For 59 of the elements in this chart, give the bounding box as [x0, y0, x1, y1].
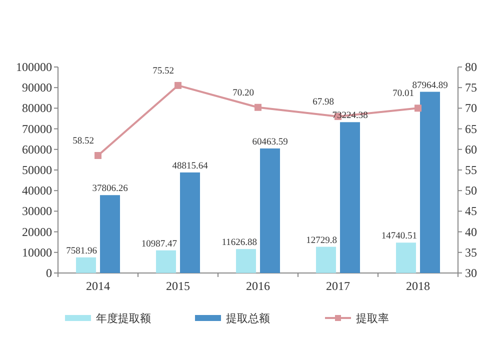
y2-tick-label: 40 [465, 224, 477, 239]
y2-tick-label: 55 [465, 163, 477, 177]
y-tick-label: 50000 [22, 163, 52, 177]
point [254, 104, 262, 111]
x-tick-label: 2017 [326, 279, 350, 293]
y-tick-label: 80000 [22, 101, 52, 116]
y2-tick-label: 65 [465, 122, 477, 136]
y-tick-label: 30000 [22, 204, 52, 218]
x-tick-label: 2018 [406, 279, 430, 293]
y-tick-label: 90000 [22, 80, 52, 95]
data-label: 58.52 [72, 136, 94, 146]
bar [236, 249, 256, 273]
y2-tick-label: 60 [465, 142, 477, 156]
data-label: 11626.88 [222, 238, 258, 248]
bar [260, 148, 280, 273]
point [94, 152, 102, 159]
y-tick-label: 20000 [22, 224, 52, 239]
data-label: 67.98 [312, 98, 334, 108]
bar [156, 250, 176, 273]
data-label: 70.01 [392, 89, 414, 100]
bar [76, 257, 96, 273]
y-tick-label: 10000 [22, 245, 52, 260]
data-label: 60463.59 [252, 137, 288, 148]
y-tick-label: 0 [46, 266, 52, 280]
bar [180, 172, 200, 273]
y2-tick-label: 35 [465, 245, 477, 260]
legend-label: 提取率 [356, 312, 389, 325]
point [174, 82, 182, 89]
y-tick-label: 70000 [22, 122, 52, 136]
x-tick-label: 2015 [166, 279, 190, 293]
legend-label: 提取总额 [226, 312, 270, 325]
y2-tick-label: 80 [465, 60, 477, 74]
data-label: 37806.26 [92, 184, 128, 194]
data-label: 10987.47 [141, 239, 178, 250]
data-label: 87964.89 [412, 80, 448, 91]
point [414, 104, 422, 112]
y2-tick-label: 30 [465, 266, 477, 280]
data-label: 14740.51 [381, 232, 418, 242]
data-label: 7581.96 [66, 246, 98, 256]
y-tick-label: 60000 [22, 142, 52, 156]
data-label: 48815.64 [172, 161, 208, 172]
y2-tick-label: 70 [465, 101, 477, 116]
bar [340, 122, 360, 273]
x-tick-label: 2016 [246, 279, 270, 293]
data-label: 73224.38 [332, 111, 368, 122]
data-label: 12729.8 [306, 236, 338, 246]
bar [100, 195, 120, 273]
y-tick-label: 40000 [22, 184, 52, 198]
x-tick-label: 2014 [86, 279, 110, 293]
data-label: 70.20 [232, 88, 254, 98]
y2-tick-label: 75 [465, 80, 477, 95]
data-label: 75.52 [152, 66, 174, 76]
y2-tick-label: 50 [465, 184, 477, 198]
bar [316, 246, 336, 273]
legend-label: 年度提取额 [96, 312, 151, 325]
bar [420, 92, 440, 273]
y-tick-label: 100000 [16, 60, 52, 74]
y2-tick-label: 45 [465, 204, 477, 218]
bar [396, 242, 416, 273]
